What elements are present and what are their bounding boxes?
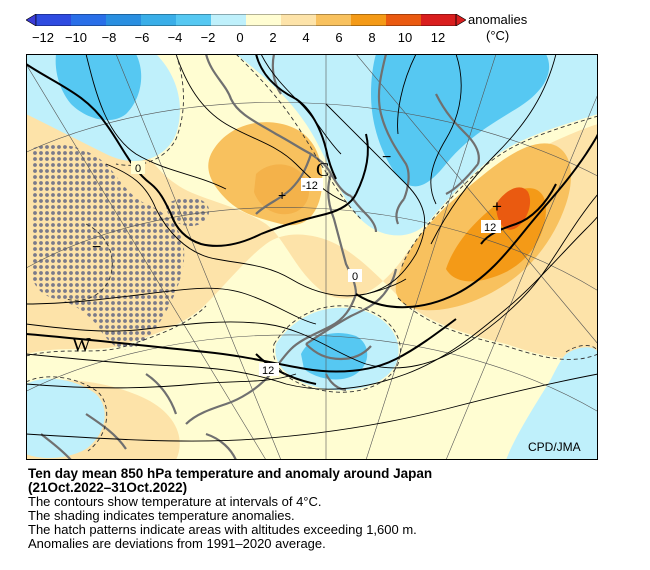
- colorbar-segment-neg-4: [176, 14, 211, 26]
- plus-sign-china: +: [278, 187, 286, 203]
- colorbar-tick-labels: −12 −10 −8 −6 −4 −2 0 2 4 6 8 10 12: [0, 30, 650, 46]
- colorbar-segment-pos-4: [316, 14, 351, 26]
- anomaly-area-pos-mid-china: [254, 164, 310, 215]
- colorbar-segment-pos-6: [351, 14, 386, 26]
- contour-label-0-west: 0: [135, 163, 141, 175]
- warm-center-label: W: [72, 334, 91, 356]
- anomaly-area-neg-faint-east: [506, 347, 598, 460]
- contour-label-minus12: -12: [302, 180, 318, 192]
- figure-caption: Ten day mean 850 hPa temperature and ano…: [28, 467, 628, 551]
- caption-line4: Anomalies are deviations from 1991–2020 …: [28, 536, 326, 551]
- anomaly-colorbar: [26, 14, 466, 26]
- anomaly-area-pos-strong-pacific: [496, 187, 531, 230]
- legend-unit: (°C): [486, 28, 510, 43]
- colorbar-segment-pos-8: [386, 14, 421, 26]
- temperature-contours: [26, 54, 598, 442]
- zero-anomaly-contours: [26, 54, 598, 452]
- anomaly-area-neg-light-north: [55, 54, 142, 121]
- tick-label: 6: [335, 30, 343, 45]
- colorbar-segment-pos-10: [421, 14, 456, 26]
- plus-sign-pacific: +: [492, 197, 502, 216]
- colorbar-segment-pos-2: [281, 14, 316, 26]
- legend-units: anomalies (°C): [468, 12, 527, 44]
- colorbar-pos-arrow: [455, 14, 466, 26]
- tick-label: −8: [101, 30, 117, 45]
- tick-label: −12: [31, 30, 55, 45]
- caption-title-line2: (21Oct.2022–31Oct.2022): [28, 480, 188, 495]
- tick-label: −2: [200, 30, 216, 45]
- anomaly-area-neg-light-japan: [301, 333, 368, 380]
- temperature-anomaly-map: C W − − + + 0 -12 0 12 12: [26, 54, 598, 460]
- tick-label: −6: [134, 30, 150, 45]
- tick-label: 2: [269, 30, 277, 45]
- tick-label: 4: [302, 30, 310, 45]
- high-altitude-hatch: [31, 144, 185, 350]
- tick-label: −4: [167, 30, 183, 45]
- tick-label: 12: [430, 30, 446, 45]
- colorbar-neg-arrow: [26, 14, 37, 26]
- anomaly-area-neg-light-siberia: [371, 54, 550, 187]
- bold-contours: [26, 54, 598, 385]
- high-altitude-hatch-east: [166, 197, 210, 226]
- colorbar-segment-neg-12: [36, 14, 71, 26]
- caption-line1: The contours show temperature at interva…: [28, 494, 322, 509]
- caption-line3: The hatch patterns indicate areas with a…: [28, 522, 417, 537]
- colorbar-segment-neg-2: [211, 14, 246, 26]
- tick-label: −10: [64, 30, 88, 45]
- minus-sign-northeast: −: [382, 149, 391, 166]
- contour-label-12-pacific: 12: [484, 222, 496, 234]
- caption-title-line1: Ten day mean 850 hPa temperature and ano…: [28, 466, 433, 481]
- tick-label: 10: [397, 30, 413, 45]
- colorbar-segment-neg-6: [141, 14, 176, 26]
- contour-value-labels: 0 -12 0 12 12: [131, 161, 501, 377]
- caption-line2: The shading indicates temperature anomal…: [28, 508, 295, 523]
- contour-label-0-east: 0: [352, 271, 358, 283]
- minus-sign-west: −: [92, 239, 101, 256]
- colorbar-segment-neg-8: [106, 14, 141, 26]
- credit-label: CPD/JMA: [528, 440, 581, 454]
- colorbar-segment-pos-0: [246, 14, 281, 26]
- cold-center-label: C: [316, 159, 329, 181]
- legend-title: anomalies: [468, 12, 528, 27]
- colorbar-segment-neg-10: [71, 14, 106, 26]
- contour-label-12-south: 12: [262, 365, 274, 377]
- tick-label: 8: [368, 30, 376, 45]
- tick-label: 0: [236, 30, 244, 45]
